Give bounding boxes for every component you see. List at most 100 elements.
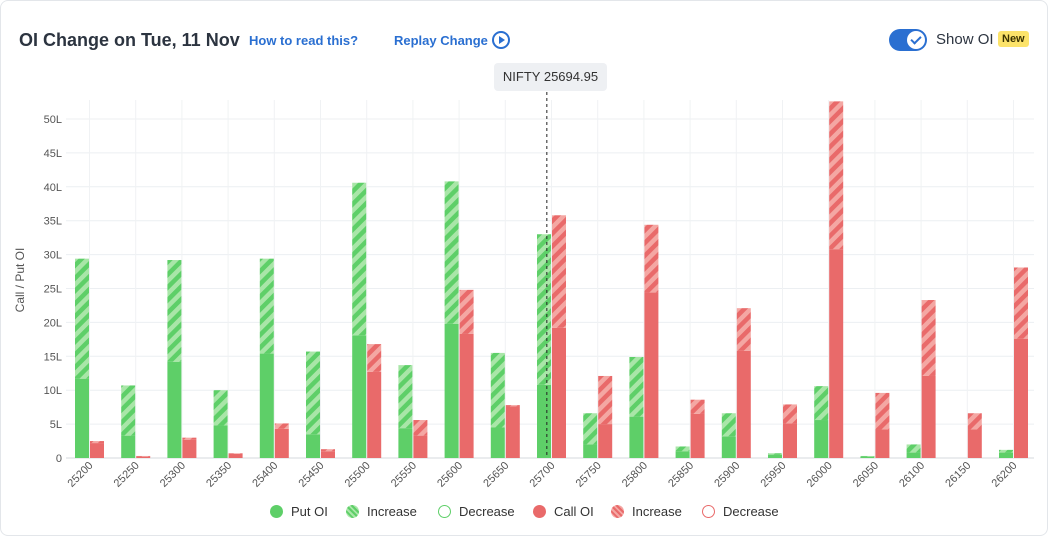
call-oi-bar xyxy=(413,435,428,458)
call-oi-increase-bar xyxy=(228,453,243,454)
show-oi-label: Show OI xyxy=(936,31,994,48)
legend-swatch-put-solid xyxy=(270,505,283,518)
put-oi-increase-bar xyxy=(121,385,136,436)
put-oi-increase-bar xyxy=(306,351,320,435)
y-tick-label: 10L xyxy=(44,385,62,397)
x-tick-label: 25750 xyxy=(574,460,604,490)
y-tick-label: 0 xyxy=(56,453,62,465)
put-oi-bar xyxy=(167,361,182,458)
spot-price-label: NIFTY 25694.95 xyxy=(494,63,607,91)
y-tick-label: 25L xyxy=(44,284,62,296)
chart-title: OI Change on Tue, 11 Nov xyxy=(19,30,240,50)
x-tick-label: 25550 xyxy=(389,460,419,490)
put-oi-bar xyxy=(213,425,228,458)
legend-swatch-call-solid xyxy=(533,505,546,518)
call-oi-increase-bar xyxy=(967,413,982,430)
put-oi-increase-bar xyxy=(629,356,644,417)
put-oi-increase-bar xyxy=(906,444,921,453)
call-oi-bar xyxy=(967,429,982,458)
call-oi-bar xyxy=(598,424,613,458)
x-tick-label: 25600 xyxy=(435,460,465,490)
call-oi-increase-bar xyxy=(736,308,751,351)
how-to-read-link[interactable]: How to read this? xyxy=(249,33,359,48)
put-oi-bar xyxy=(121,435,136,458)
put-oi-increase-bar xyxy=(768,453,782,455)
call-oi-increase-bar xyxy=(598,375,613,425)
call-oi-increase-bar xyxy=(690,399,705,414)
call-oi-increase-bar xyxy=(182,437,197,440)
put-oi-increase-bar xyxy=(75,258,89,379)
put-oi-bar xyxy=(537,384,551,458)
legend-call-oi[interactable]: Call OI xyxy=(533,504,594,519)
x-tick-label: 26050 xyxy=(851,460,881,490)
legend-put-increase[interactable]: Increase xyxy=(346,504,417,519)
legend-label: Call OI xyxy=(554,504,594,519)
x-tick-label: 25850 xyxy=(666,460,696,490)
x-tick-label: 26000 xyxy=(805,460,835,490)
call-oi-increase-bar xyxy=(644,224,659,293)
put-oi-bar xyxy=(675,451,690,458)
y-tick-label: 50L xyxy=(44,114,62,126)
y-tick-label: 15L xyxy=(44,351,62,363)
put-oi-increase-bar xyxy=(259,258,274,354)
legend-label: Decrease xyxy=(459,504,515,519)
legend-call-increase[interactable]: Increase xyxy=(611,504,682,519)
put-oi-increase-bar xyxy=(490,352,505,428)
call-oi-bar xyxy=(136,456,151,458)
x-tick-label: 25900 xyxy=(712,460,742,490)
put-oi-bar xyxy=(259,353,274,458)
x-tick-label: 25300 xyxy=(158,460,188,490)
put-oi-increase-bar xyxy=(398,365,413,429)
call-oi-bar xyxy=(875,429,890,458)
legend-call-decrease[interactable]: Decrease xyxy=(702,504,779,519)
call-oi-bar xyxy=(921,375,936,458)
legend-label: Increase xyxy=(367,504,417,519)
put-oi-increase-bar xyxy=(213,390,228,426)
call-oi-increase-bar xyxy=(136,455,151,457)
chart-legend: Put OI Increase Decrease Call OI Increas… xyxy=(0,504,1048,524)
legend-label: Increase xyxy=(632,504,682,519)
call-oi-bar xyxy=(321,451,335,458)
call-oi-bar xyxy=(367,371,382,458)
x-tick-label: 26100 xyxy=(897,460,927,490)
y-tick-label: 5L xyxy=(50,419,62,431)
x-tick-label: 25650 xyxy=(481,460,511,490)
put-oi-bar xyxy=(768,454,782,458)
put-oi-bar xyxy=(629,416,644,458)
x-tick-label: 25950 xyxy=(759,460,789,490)
show-oi-toggle[interactable] xyxy=(889,29,927,51)
play-circle-icon[interactable] xyxy=(492,31,510,49)
put-oi-increase-bar xyxy=(167,260,182,362)
legend-swatch-put-outline xyxy=(438,505,451,518)
new-badge: New xyxy=(998,31,1029,47)
call-oi-increase-bar xyxy=(90,441,104,444)
legend-swatch-call-hatch xyxy=(611,505,624,518)
call-oi-bar xyxy=(505,406,520,458)
call-oi-increase-bar xyxy=(505,405,520,407)
put-oi-bar xyxy=(583,444,598,458)
y-tick-label: 30L xyxy=(44,250,62,262)
put-oi-increase-bar xyxy=(444,181,459,324)
legend-label: Decrease xyxy=(723,504,779,519)
put-oi-bar xyxy=(999,452,1013,458)
put-oi-bar xyxy=(75,378,89,458)
legend-put-oi[interactable]: Put OI xyxy=(270,504,328,519)
y-tick-label: 20L xyxy=(44,317,62,329)
put-oi-increase-bar xyxy=(721,413,736,437)
replay-change-link[interactable]: Replay Change xyxy=(394,33,488,48)
call-oi-bar xyxy=(182,439,197,458)
call-oi-bar xyxy=(783,423,797,458)
x-tick-label: 25700 xyxy=(528,460,558,490)
call-oi-increase-bar xyxy=(413,420,428,436)
legend-put-decrease[interactable]: Decrease xyxy=(438,504,515,519)
legend-swatch-put-hatch xyxy=(346,505,359,518)
legend-label: Put OI xyxy=(291,504,328,519)
call-oi-increase-bar xyxy=(1014,267,1028,339)
call-oi-increase-bar xyxy=(829,101,844,250)
put-oi-bar xyxy=(814,420,829,458)
call-oi-bar xyxy=(228,453,243,458)
call-oi-increase-bar xyxy=(783,404,797,424)
put-oi-bar xyxy=(306,434,320,458)
call-oi-bar xyxy=(552,327,566,458)
call-oi-bar xyxy=(1014,338,1028,458)
